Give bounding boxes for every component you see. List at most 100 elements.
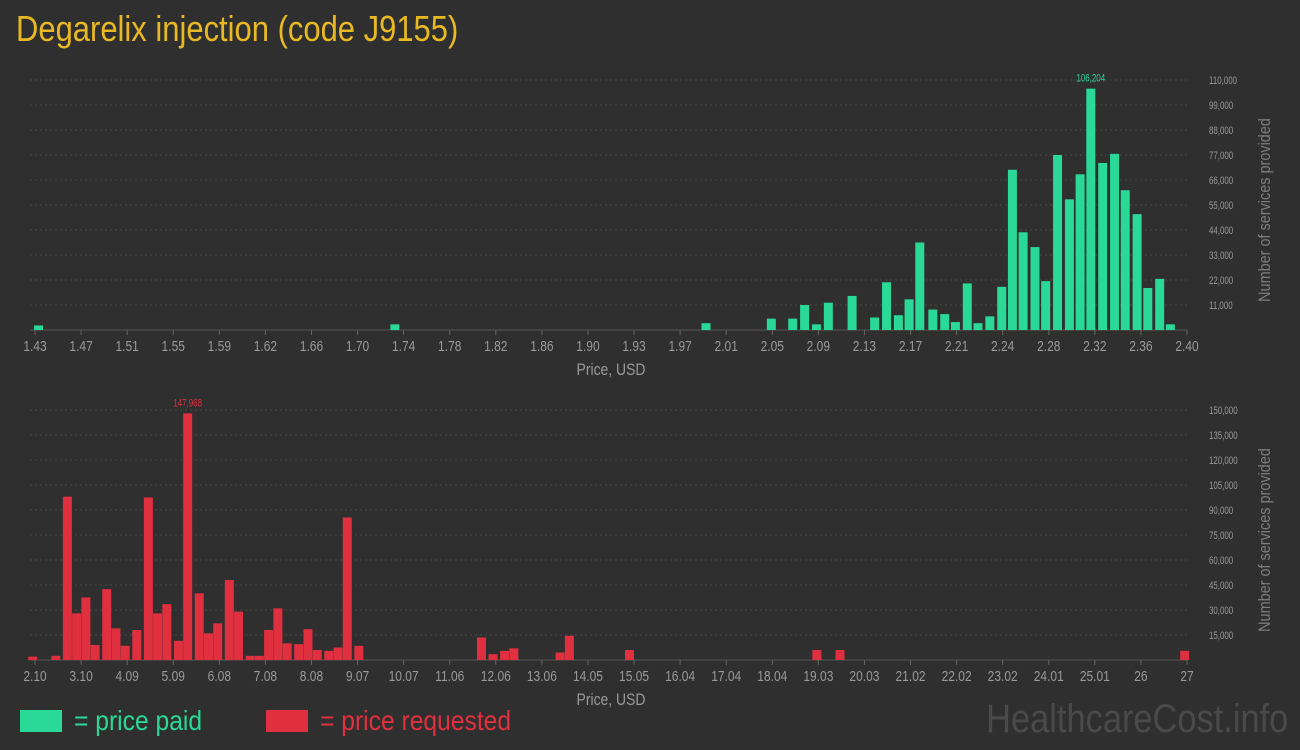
- bar: [34, 325, 44, 330]
- x-tick-label: 11.06: [435, 668, 464, 685]
- bar: [183, 413, 193, 660]
- bar: [509, 648, 519, 660]
- bar: [1075, 174, 1085, 330]
- legend-item-paid: = price paid: [20, 705, 220, 737]
- bar: [1120, 190, 1130, 330]
- x-tick-label: 26: [1134, 668, 1147, 685]
- x-tick-label: 24.01: [1034, 668, 1064, 685]
- bar: [153, 613, 163, 660]
- y-tick-label: 99,000: [1209, 100, 1233, 113]
- bar: [915, 242, 925, 330]
- bar: [500, 650, 510, 660]
- bar: [1180, 650, 1190, 660]
- x-tick-label: 2.40: [1175, 338, 1199, 355]
- bar: [354, 645, 364, 660]
- x-tick-label: 1.66: [300, 338, 323, 355]
- x-tick-label: 1.78: [438, 338, 461, 355]
- bar: [390, 324, 400, 330]
- bar: [81, 597, 91, 660]
- y-tick-label: 15,000: [1209, 630, 1233, 643]
- bar: [342, 517, 352, 660]
- x-tick-label: 7.08: [254, 668, 277, 685]
- max-value-label: 106,204: [1076, 72, 1105, 85]
- legend-item-requested: = price requested: [265, 705, 537, 737]
- y-tick-label: 90,000: [1209, 505, 1233, 518]
- bar: [555, 652, 565, 660]
- x-tick-label: 13.06: [527, 668, 557, 685]
- x-tick-label: 6.08: [208, 668, 231, 685]
- bar: [1143, 287, 1153, 330]
- bar: [324, 650, 334, 660]
- bar: [143, 497, 153, 660]
- y-tick-label: 33,000: [1209, 250, 1233, 263]
- x-tick-label: 1.82: [484, 338, 507, 355]
- bar: [985, 316, 995, 330]
- x-tick-label: 17.04: [711, 668, 741, 685]
- x-tick-label: 4.09: [115, 668, 138, 685]
- bar: [28, 656, 38, 660]
- x-tick-label: 1.47: [69, 338, 92, 355]
- bar: [766, 318, 776, 330]
- y-tick-label: 45,000: [1209, 580, 1233, 593]
- y-tick-label: 55,000: [1209, 200, 1233, 213]
- legend-label-requested: = price requested: [319, 705, 511, 736]
- y-tick-label: 66,000: [1209, 175, 1233, 188]
- x-tick-label: 1.74: [392, 338, 416, 355]
- bar: [90, 645, 100, 660]
- bar: [173, 640, 183, 660]
- x-tick-label: 2.09: [807, 338, 830, 355]
- bar: [1018, 232, 1028, 330]
- bar: [1155, 278, 1165, 330]
- x-tick-label: 2.13: [853, 338, 876, 355]
- bar: [312, 650, 322, 660]
- bar: [904, 299, 914, 330]
- x-tick-label: 9.07: [346, 668, 369, 685]
- x-tick-label: 2.21: [945, 338, 968, 355]
- bar: [224, 580, 234, 660]
- y-tick-label: 77,000: [1209, 150, 1233, 163]
- x-tick-label: 1.55: [162, 338, 185, 355]
- y-tick-label: 44,000: [1209, 225, 1233, 238]
- bar: [973, 323, 983, 330]
- bar: [701, 323, 711, 330]
- bar: [234, 611, 244, 660]
- x-tick-label: 15.05: [619, 668, 649, 685]
- x-tick-label: 20.03: [849, 668, 879, 685]
- bar: [823, 302, 833, 330]
- bar: [245, 655, 255, 660]
- y-tick-label: 110,000: [1209, 75, 1237, 88]
- legend: = price paid = price requested: [20, 704, 583, 738]
- bar: [162, 604, 172, 660]
- bar: [303, 629, 313, 660]
- x-tick-label: 25.01: [1080, 668, 1110, 685]
- bar: [476, 637, 486, 660]
- bar: [1007, 169, 1017, 330]
- y-tick-label: 30,000: [1209, 605, 1233, 618]
- x-tick-label: 3.10: [69, 668, 93, 685]
- bar: [488, 654, 498, 660]
- bar: [294, 644, 304, 660]
- x-tick-label: 2.36: [1129, 338, 1152, 355]
- x-tick-label: 22.02: [942, 668, 972, 685]
- x-tick-label: 1.70: [346, 338, 370, 355]
- bar: [1132, 214, 1142, 330]
- x-tick-label: 1.86: [530, 338, 553, 355]
- legend-swatch-requested: [265, 710, 308, 732]
- bar: [812, 650, 822, 660]
- x-tick-label: 23.02: [988, 668, 1018, 685]
- x-tick-label: 10.07: [389, 668, 419, 685]
- bar: [625, 650, 635, 660]
- legend-label-paid: = price paid: [74, 705, 203, 736]
- bar: [564, 635, 574, 660]
- y-tick-label: 75,000: [1209, 530, 1233, 543]
- x-tick-label: 2.17: [899, 338, 922, 355]
- x-tick-label: 16.04: [665, 668, 695, 685]
- bar: [254, 655, 264, 660]
- x-tick-label: 14.05: [573, 668, 603, 685]
- bar: [928, 309, 938, 330]
- bar: [1064, 199, 1074, 330]
- x-tick-label: 2.24: [991, 338, 1015, 355]
- bar: [282, 643, 292, 660]
- bar: [1053, 155, 1063, 330]
- bar: [102, 589, 112, 660]
